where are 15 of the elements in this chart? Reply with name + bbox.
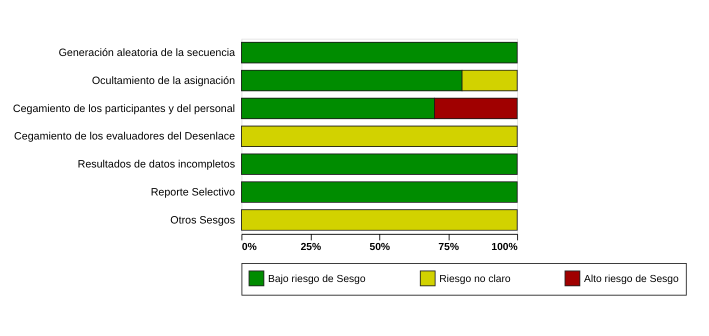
x-tick-label: 25%: [300, 242, 322, 253]
y-tick-label: Generación aleatoria de la secuencia: [58, 47, 236, 60]
x-tick-label: 100%: [491, 242, 518, 253]
x-tick-label: 75%: [438, 242, 459, 253]
legend-label: Riesgo no claro: [439, 274, 511, 285]
x-tick-label: 50%: [369, 242, 390, 253]
y-tick-label: Cegamiento de los evaluadores del Desenlace: [14, 130, 236, 143]
legend-label: Alto riesgo de Sesgo: [584, 274, 680, 285]
x-tick-label: 0%: [242, 242, 257, 253]
legend-label: Bajo riesgo de Sesgo: [268, 274, 366, 285]
y-tick-label: Resultados de datos incompletos: [78, 158, 236, 171]
y-tick-label: Cegamiento de los participantes y del personal: [12, 102, 236, 115]
y-tick-label: Ocultamiento de la asignación: [92, 74, 236, 87]
y-tick-label: Reporte Selectivo: [150, 186, 236, 199]
y-tick-label: Otros Sesgos: [170, 214, 236, 226]
